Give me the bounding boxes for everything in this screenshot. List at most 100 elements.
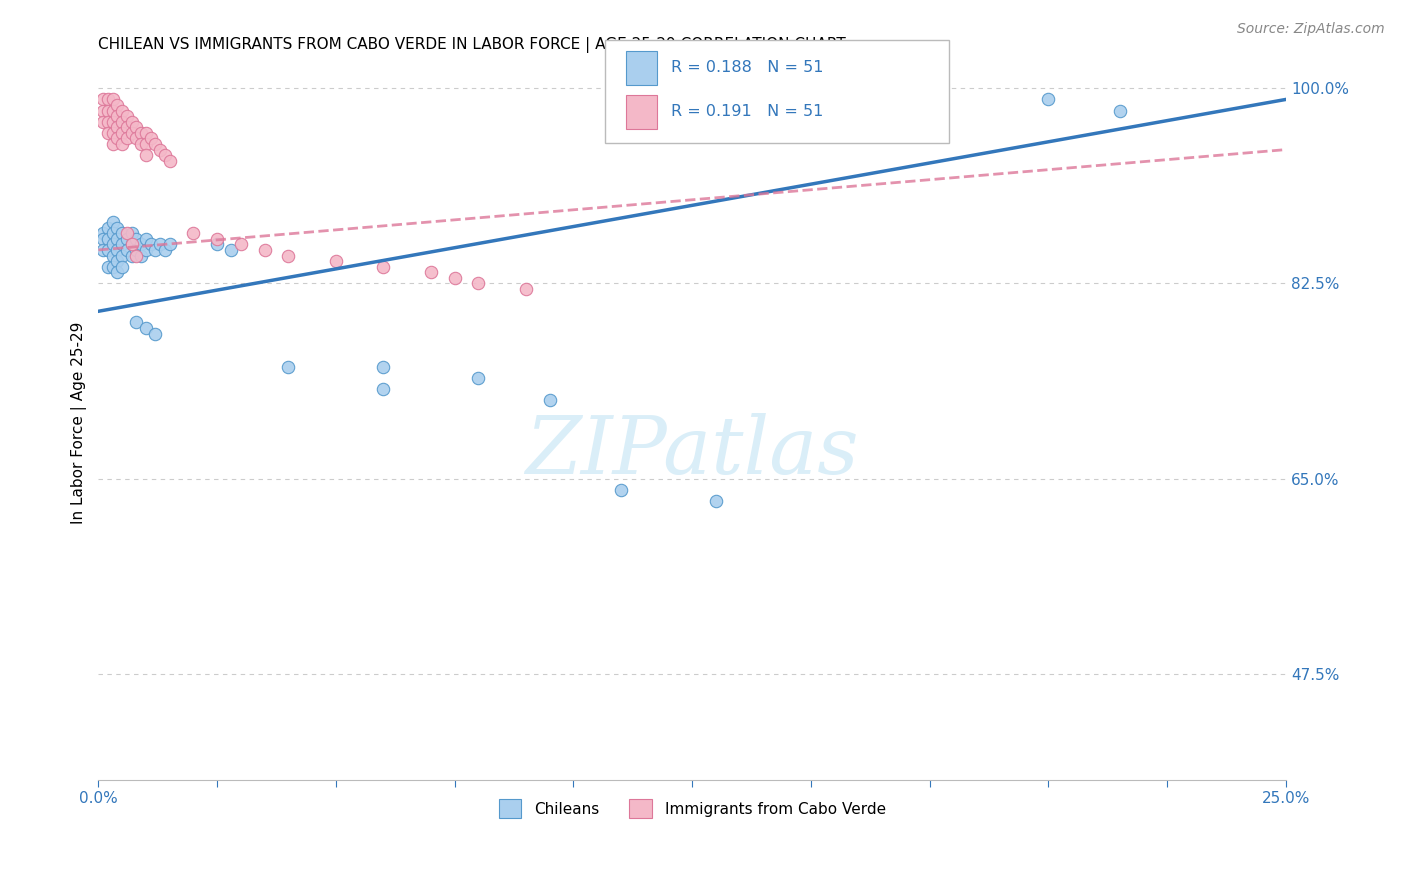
- Point: [125, 315, 148, 329]
- Point: [101, 237, 124, 252]
- Point: [325, 254, 347, 268]
- Point: [129, 136, 152, 151]
- Point: [121, 114, 143, 128]
- Point: [125, 131, 148, 145]
- Point: [129, 248, 152, 262]
- Point: [419, 265, 441, 279]
- Point: [91, 226, 114, 240]
- Point: [183, 226, 205, 240]
- Point: [91, 114, 114, 128]
- Point: [135, 321, 157, 335]
- Point: [105, 120, 128, 135]
- Point: [149, 143, 172, 157]
- Point: [121, 237, 143, 252]
- Point: [115, 131, 138, 145]
- Point: [101, 103, 124, 118]
- Point: [101, 92, 124, 106]
- Point: [101, 260, 124, 274]
- Point: [467, 371, 489, 385]
- Point: [111, 237, 134, 252]
- Point: [125, 248, 148, 262]
- Point: [101, 136, 124, 151]
- Point: [101, 248, 124, 262]
- Point: [125, 243, 148, 257]
- Point: [135, 126, 157, 140]
- Point: [97, 220, 120, 235]
- Point: [115, 243, 138, 257]
- Point: [105, 131, 128, 145]
- Point: [373, 382, 395, 396]
- Point: [111, 248, 134, 262]
- Point: [101, 226, 124, 240]
- Point: [221, 243, 243, 257]
- Point: [135, 148, 157, 162]
- Point: [121, 237, 143, 252]
- Point: [253, 243, 276, 257]
- Point: [91, 103, 114, 118]
- Point: [121, 248, 143, 262]
- Point: [277, 359, 299, 374]
- Point: [105, 109, 128, 123]
- Point: [111, 136, 134, 151]
- Point: [91, 243, 114, 257]
- Point: [704, 493, 727, 508]
- Point: [97, 126, 120, 140]
- Point: [135, 243, 157, 257]
- Point: [277, 248, 299, 262]
- Point: [105, 243, 128, 257]
- Point: [153, 243, 176, 257]
- Text: CHILEAN VS IMMIGRANTS FROM CABO VERDE IN LABOR FORCE | AGE 25-29 CORRELATION CHA: CHILEAN VS IMMIGRANTS FROM CABO VERDE IN…: [98, 37, 846, 54]
- Point: [135, 232, 157, 246]
- Point: [143, 326, 166, 341]
- Point: [111, 260, 134, 274]
- Text: R = 0.188   N = 51: R = 0.188 N = 51: [671, 61, 823, 76]
- Point: [129, 126, 152, 140]
- Point: [143, 243, 166, 257]
- Point: [97, 232, 120, 246]
- Point: [97, 260, 120, 274]
- Point: [97, 103, 120, 118]
- Point: [515, 282, 537, 296]
- Point: [143, 136, 166, 151]
- Point: [115, 226, 138, 240]
- Point: [97, 114, 120, 128]
- Point: [139, 131, 162, 145]
- Point: [115, 120, 138, 135]
- Point: [443, 270, 465, 285]
- Point: [159, 153, 181, 168]
- Text: ZIPatlas: ZIPatlas: [526, 413, 859, 490]
- Point: [115, 232, 138, 246]
- Point: [205, 232, 228, 246]
- Point: [101, 114, 124, 128]
- Point: [97, 92, 120, 106]
- Point: [105, 232, 128, 246]
- Point: [1038, 92, 1060, 106]
- Point: [467, 277, 489, 291]
- Point: [153, 148, 176, 162]
- Point: [610, 483, 633, 497]
- Point: [91, 232, 114, 246]
- Point: [105, 220, 128, 235]
- Point: [115, 109, 138, 123]
- Point: [135, 136, 157, 151]
- Point: [101, 126, 124, 140]
- Point: [139, 237, 162, 252]
- Point: [105, 98, 128, 112]
- Point: [111, 114, 134, 128]
- Point: [149, 237, 172, 252]
- Point: [111, 126, 134, 140]
- Point: [373, 260, 395, 274]
- Text: R = 0.191   N = 51: R = 0.191 N = 51: [671, 104, 823, 120]
- Point: [129, 237, 152, 252]
- Point: [105, 265, 128, 279]
- Legend: Chileans, Immigrants from Cabo Verde: Chileans, Immigrants from Cabo Verde: [491, 791, 893, 825]
- Point: [373, 359, 395, 374]
- Point: [125, 232, 148, 246]
- Point: [159, 237, 181, 252]
- Y-axis label: In Labor Force | Age 25-29: In Labor Force | Age 25-29: [72, 322, 87, 524]
- Point: [229, 237, 252, 252]
- Point: [121, 126, 143, 140]
- Point: [121, 226, 143, 240]
- Point: [538, 393, 561, 408]
- Point: [97, 243, 120, 257]
